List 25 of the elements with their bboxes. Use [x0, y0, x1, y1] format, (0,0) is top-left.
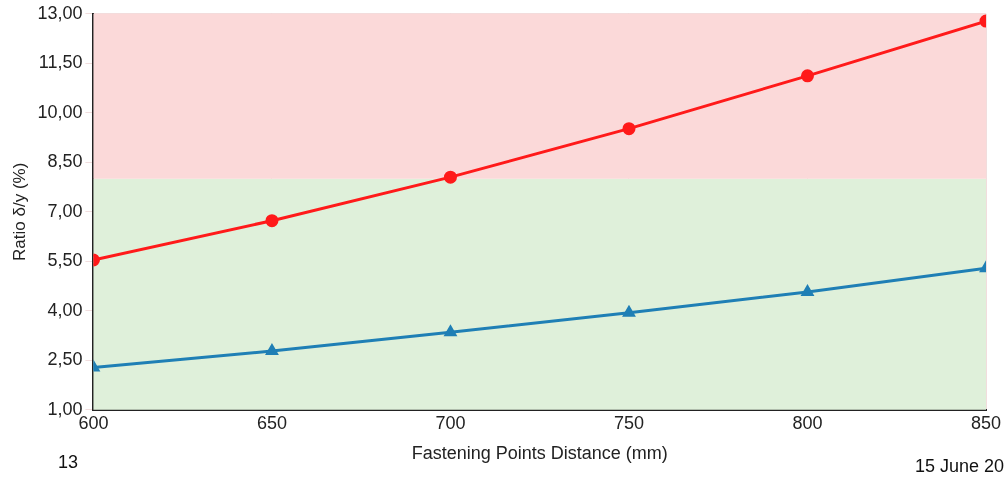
point — [622, 122, 636, 136]
y-tick-label: 5,50 — [47, 250, 83, 271]
text: 13 — [58, 452, 79, 473]
point — [265, 214, 279, 228]
point — [443, 170, 457, 184]
x-tick-label: 850 — [970, 412, 1002, 433]
x-tick-label: 700 — [435, 412, 466, 433]
y-tick-label: 10,00 — [37, 101, 83, 122]
y-axis-title: Ratio δ/y (%) — [9, 162, 29, 261]
y-tick-label: 2,50 — [47, 349, 83, 370]
x-tick-label: 800 — [792, 412, 823, 433]
y-tick-label: 7,00 — [47, 200, 83, 221]
x-axis-title: Fastening Points Distance (mm) — [411, 443, 668, 464]
point — [444, 325, 457, 337]
text: 15 June 20 — [914, 456, 1004, 477]
y-tick-label: 8,50 — [47, 151, 83, 172]
x-tick-label: 750 — [613, 412, 644, 433]
point — [801, 285, 814, 296]
point — [800, 69, 814, 83]
x-tick-label: 650 — [256, 412, 287, 433]
point — [623, 306, 635, 317]
y-tick-label: 13,00 — [37, 2, 83, 23]
y-tick-label: 4,00 — [47, 299, 83, 320]
point — [266, 344, 278, 356]
y-tick-label: 11,50 — [38, 52, 83, 73]
